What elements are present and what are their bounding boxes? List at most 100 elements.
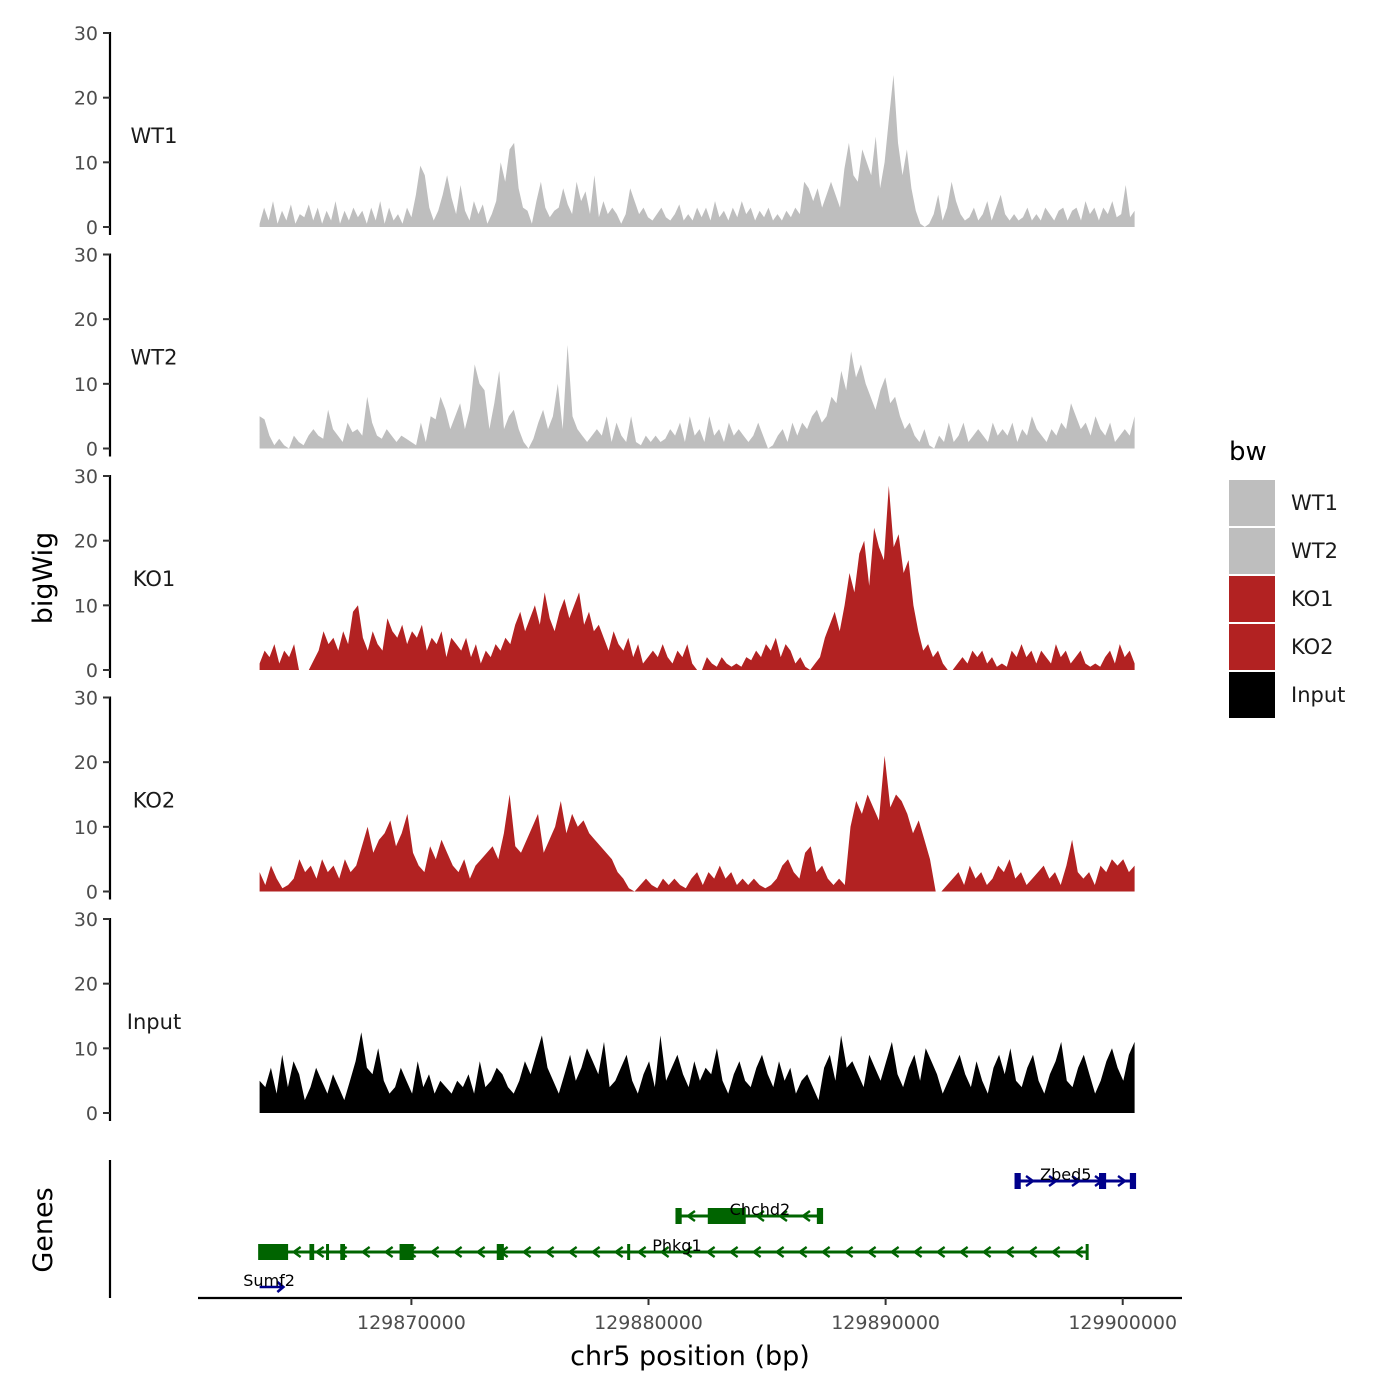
strand-chevron [1050, 1246, 1061, 1258]
x-tick-label: 129900000 [1068, 1312, 1177, 1334]
strand-chevron [544, 1246, 555, 1258]
y-tick-label: 0 [86, 882, 98, 904]
gene-exon [399, 1244, 414, 1260]
strand-chevron [1048, 1175, 1059, 1187]
strand-chevron [728, 1246, 739, 1258]
strand-chevron [981, 1246, 992, 1258]
y-tick-label: 30 [74, 909, 98, 931]
strand-chevron [754, 1210, 765, 1222]
y-tick-label: 20 [74, 309, 98, 331]
strand-chevron [866, 1246, 877, 1258]
y-tick-label: 20 [74, 974, 98, 996]
y-tick-label: 10 [74, 374, 98, 396]
strand-chevron [705, 1246, 716, 1258]
signal-area-wt1 [259, 75, 1135, 227]
legend-swatch [1229, 480, 1275, 526]
legend-item-wt2: WT2 [1229, 528, 1338, 574]
strand-chevron [682, 1246, 693, 1258]
gene-phkg1: Phkg1 [258, 1236, 1089, 1260]
legend-items: WT1 WT2 KO1 KO2 Input [1229, 480, 1345, 718]
gene-exon [259, 1244, 289, 1260]
strand-chevron [797, 1246, 808, 1258]
track-label: KO2 [133, 789, 176, 813]
legend-item-wt1: WT1 [1229, 480, 1338, 526]
gene-exon [496, 1244, 504, 1260]
strand-chevron [429, 1246, 440, 1258]
gene-sumf2: Sumf2 [243, 1271, 295, 1293]
gene-panel-title: Genes [28, 1187, 59, 1272]
track-label: WT1 [131, 124, 178, 148]
signal-area-ko2 [259, 755, 1135, 892]
track-label: WT2 [131, 346, 178, 370]
strand-chevron [1027, 1246, 1038, 1258]
y-tick-label: 10 [74, 817, 98, 839]
strand-chevron [912, 1246, 923, 1258]
y-tick-label: 10 [74, 152, 98, 174]
strand-chevron [613, 1246, 624, 1258]
strand-chevron [935, 1246, 946, 1258]
strand-chevron [360, 1246, 371, 1258]
tracks-layer: 0 10 20 30 WT1 0 10 20 30 WT2 0 10 20 30 KO1 0 10 20 30 KO2… [74, 23, 1135, 1125]
gene-exon [1129, 1173, 1135, 1189]
y-tick-label: 10 [74, 1038, 98, 1060]
y-tick-label: 30 [74, 466, 98, 488]
strand-chevron [820, 1246, 831, 1258]
strand-chevron [567, 1246, 578, 1258]
gene-label: Sumf2 [243, 1271, 295, 1290]
strand-chevron [685, 1210, 696, 1222]
gene-chchd2: Chchd2 [675, 1200, 824, 1224]
gene-exon [1016, 1173, 1021, 1189]
gene-exon [676, 1208, 682, 1224]
x-tick-label: 129890000 [831, 1312, 940, 1334]
y-tick-label: 20 [74, 531, 98, 553]
gene-label: Phkg1 [652, 1236, 701, 1255]
gene-exon [816, 1208, 822, 1224]
signal-area-input [259, 1032, 1135, 1113]
strand-chevron [521, 1246, 532, 1258]
gene-exon [326, 1244, 330, 1260]
strand-chevron [800, 1210, 811, 1222]
signal-area-wt2 [259, 345, 1135, 449]
strand-chevron [889, 1246, 900, 1258]
strand-chevron [777, 1210, 788, 1222]
legend-item-ko2: KO2 [1229, 624, 1334, 670]
strand-chevron [1117, 1175, 1128, 1187]
strand-chevron [314, 1246, 325, 1258]
gene-exon [309, 1244, 315, 1260]
legend-label: WT1 [1291, 491, 1338, 515]
legend-swatch [1229, 672, 1275, 718]
strand-chevron [1004, 1246, 1015, 1258]
y-axis-title: bigWig [28, 532, 59, 625]
track-wt2: 0 10 20 30 WT2 [74, 245, 1135, 461]
strand-chevron [383, 1246, 394, 1258]
gene-exon [627, 1244, 631, 1260]
strand-chevron [659, 1246, 670, 1258]
x-tick-label: 129870000 [357, 1312, 466, 1334]
y-tick-label: 0 [86, 660, 98, 682]
y-tick-label: 0 [86, 439, 98, 461]
x-tick-label: 129880000 [594, 1312, 703, 1334]
legend-title: bw [1229, 437, 1267, 467]
signal-area-ko1 [259, 485, 1135, 670]
strand-chevron [590, 1246, 601, 1258]
gene-zbed5: Zbed5 [1014, 1165, 1137, 1189]
y-tick-label: 0 [86, 217, 98, 239]
gene-exon [1099, 1173, 1107, 1189]
strand-chevron [475, 1246, 486, 1258]
strand-chevron [452, 1246, 463, 1258]
strand-chevron [636, 1246, 647, 1258]
legend-label: Input [1291, 683, 1345, 707]
track-wt1: 0 10 20 30 WT1 [74, 23, 1135, 239]
gene-label: Chchd2 [730, 1200, 791, 1219]
strand-arrow [259, 1281, 286, 1293]
legend-swatch [1229, 576, 1275, 622]
track-label: KO1 [133, 567, 176, 591]
strand-chevron [1073, 1246, 1084, 1258]
gene-label: Zbed5 [1040, 1165, 1091, 1184]
track-ko1: 0 10 20 30 KO1 [74, 466, 1135, 682]
legend-swatch [1229, 624, 1275, 670]
x-axis: 129870000 129880000 129890000 129900000 [198, 1296, 1182, 1334]
strand-chevron [843, 1246, 854, 1258]
legend-item-ko1: KO1 [1229, 576, 1334, 622]
